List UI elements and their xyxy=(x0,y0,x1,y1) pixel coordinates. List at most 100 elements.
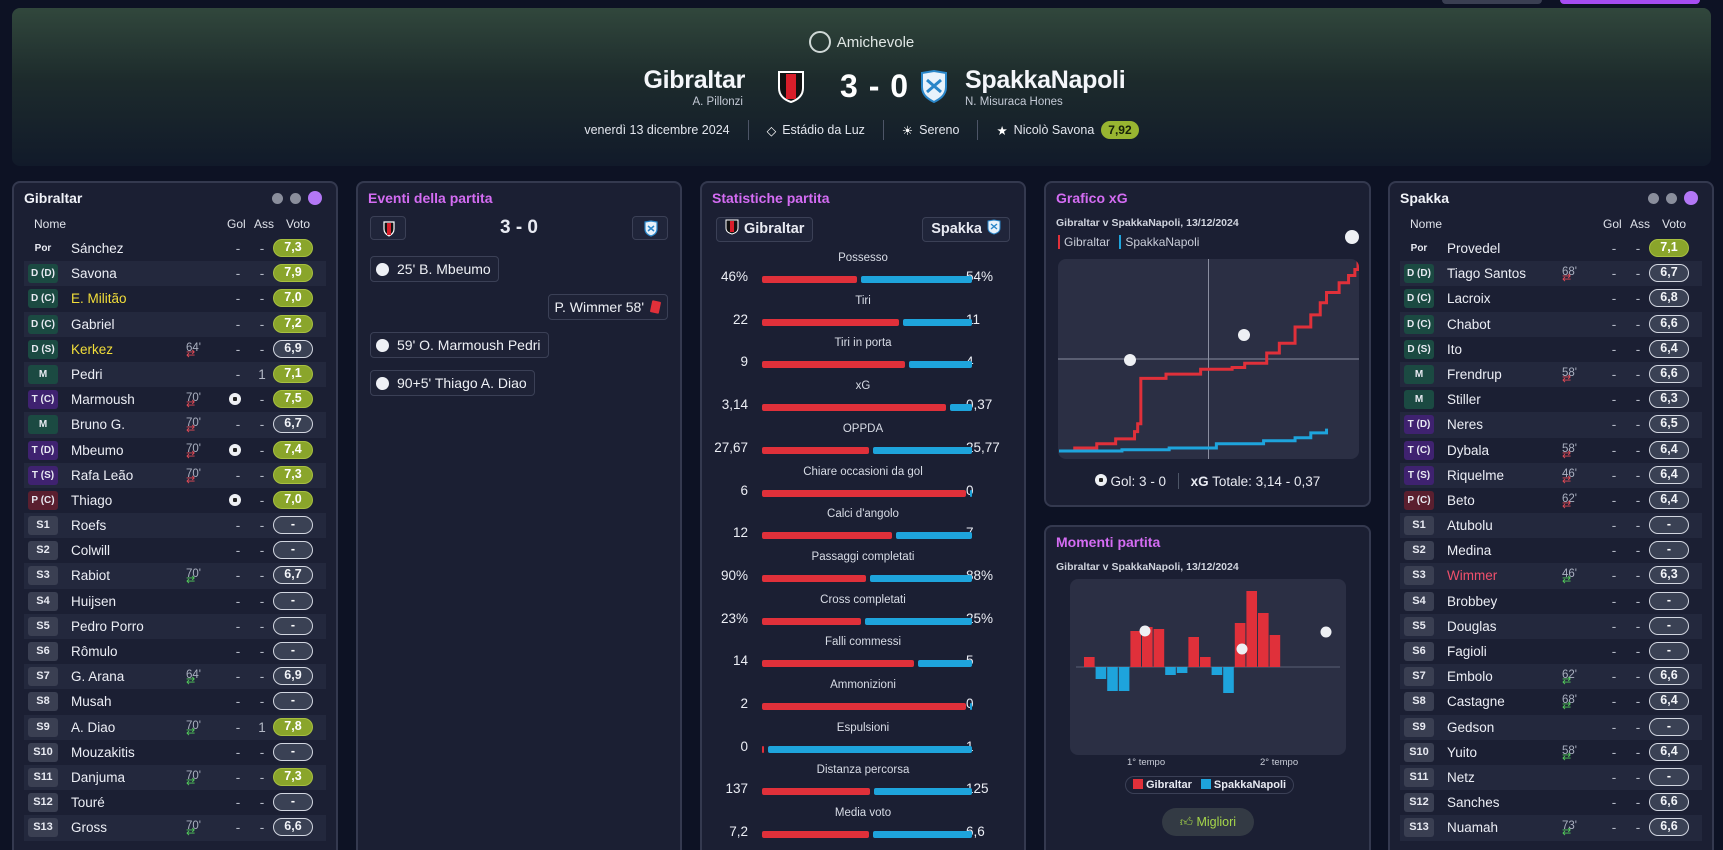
player-row[interactable]: S5 Pedro Porro - - - xyxy=(24,613,326,639)
top-button-2[interactable] xyxy=(1560,0,1700,4)
player-row[interactable]: T (D) Neres - -6,5 xyxy=(1400,412,1702,438)
player-row[interactable]: S11 Netz - - - xyxy=(1400,764,1702,791)
player-row[interactable]: S1 Atubolu - - - xyxy=(1400,513,1702,539)
player-name[interactable]: Rafa Leão xyxy=(71,467,134,483)
player-name[interactable]: Stiller xyxy=(1447,392,1481,408)
player-row[interactable]: S11 Danjuma ⇄ 70' - -7,3 xyxy=(24,764,326,791)
top-button-1[interactable] xyxy=(1442,0,1542,4)
player-row[interactable]: S8 Castagne ⇄ 68' - -6,4 xyxy=(1400,689,1702,714)
view-dot-2[interactable] xyxy=(1666,193,1677,204)
player-row[interactable]: S9 A. Diao ⇄ 70' - 1 7,8 xyxy=(24,714,326,740)
player-name[interactable]: Neres xyxy=(1447,417,1484,433)
player-name[interactable]: Colwill xyxy=(71,543,111,559)
player-name[interactable]: Douglas xyxy=(1447,618,1497,634)
player-row[interactable]: M Stiller - -6,3 xyxy=(1400,387,1702,412)
player-name[interactable]: Yuito xyxy=(1447,744,1478,760)
player-row[interactable]: S10 Yuito ⇄ 58' - -6,4 xyxy=(1400,740,1702,765)
player-name[interactable]: Embolo xyxy=(1447,669,1493,685)
player-name[interactable]: Medina xyxy=(1447,543,1492,559)
player-row[interactable]: P (C) Beto ⇄ 62' - -6,4 xyxy=(1400,488,1702,513)
player-of-match[interactable]: Nicolò Savona xyxy=(1013,123,1095,137)
view-toggle[interactable] xyxy=(272,191,322,205)
player-name[interactable]: Gross xyxy=(71,820,108,836)
player-name[interactable]: Mbeumo xyxy=(71,442,124,458)
event-goal[interactable]: 90+5' Thiago A. Diao xyxy=(370,370,535,396)
player-row[interactable]: S3 Rabiot ⇄ 70' - -6,7 xyxy=(24,563,326,589)
event-goal[interactable]: 59' O. Marmoush Pedri xyxy=(370,332,549,358)
player-name[interactable]: Marmoush xyxy=(71,392,135,408)
player-row[interactable]: S4 Brobbey - - - xyxy=(1400,589,1702,614)
player-row[interactable]: S7 G. Arana ⇄ 64' - -6,9 xyxy=(24,664,326,690)
player-name[interactable]: Roefs xyxy=(71,518,107,534)
player-name[interactable]: Chabot xyxy=(1447,316,1491,332)
player-name[interactable]: Tiago Santos xyxy=(1447,266,1527,282)
player-row[interactable]: D (C) Chabot - -6,6 xyxy=(1400,311,1702,337)
player-row[interactable]: S6 Fagioli - - - xyxy=(1400,639,1702,664)
player-name[interactable]: Riquelme xyxy=(1447,467,1505,483)
player-name[interactable]: Sánchez xyxy=(71,241,124,256)
player-row[interactable]: Por Provedel - -7,1 xyxy=(1400,236,1702,261)
player-name[interactable]: Rabiot xyxy=(71,568,111,584)
player-name[interactable]: Kerkez xyxy=(71,341,114,357)
player-name[interactable]: E. Militão xyxy=(71,291,127,307)
player-name[interactable]: Ito xyxy=(1447,341,1463,357)
player-row[interactable]: S4 Huijsen - - - xyxy=(24,589,326,614)
player-row[interactable]: S2 Colwill - - - xyxy=(24,538,326,563)
view-dot-3[interactable] xyxy=(1684,191,1698,205)
player-row[interactable]: S7 Embolo ⇄ 62' - -6,6 xyxy=(1400,664,1702,690)
settings-gear-icon[interactable] xyxy=(1345,230,1359,244)
player-row[interactable]: D (D) Savona - -7,9 xyxy=(24,261,326,287)
player-name[interactable]: Frendrup xyxy=(1447,366,1502,382)
home-team-name[interactable]: Gibraltar xyxy=(643,66,746,94)
player-row[interactable]: D (S) Ito - -6,4 xyxy=(1400,337,1702,362)
player-name[interactable]: Lacroix xyxy=(1447,291,1491,307)
player-row[interactable]: D (C) E. Militão - -7,0 xyxy=(24,286,326,311)
player-row[interactable]: D (C) Lacroix - -6,8 xyxy=(1400,286,1702,311)
player-row[interactable]: Por Sánchez - -7,3 xyxy=(24,236,326,261)
player-row[interactable]: S12 Touré - - - xyxy=(24,790,326,815)
player-name[interactable]: A. Diao xyxy=(71,719,116,735)
event-goal[interactable]: 25' B. Mbeumo xyxy=(370,256,499,282)
player-name[interactable]: Savona xyxy=(71,266,117,282)
player-name[interactable]: Rômulo xyxy=(71,644,118,659)
player-row[interactable]: S3 Wimmer ⇄ 46' - -6,3 xyxy=(1400,563,1702,589)
player-row[interactable]: S12 Sanches - -6,6 xyxy=(1400,790,1702,815)
player-row[interactable]: S2 Medina - - - xyxy=(1400,538,1702,563)
player-row[interactable]: D (C) Gabriel - -7,2 xyxy=(24,311,326,337)
player-name[interactable]: Netz xyxy=(1447,769,1475,785)
player-row[interactable]: T (S) Riquelme ⇄ 46' - -6,4 xyxy=(1400,462,1702,488)
event-red-card[interactable]: P. Wimmer 58' xyxy=(548,294,668,320)
player-name[interactable]: Atubolu xyxy=(1447,518,1493,534)
view-dot-1[interactable] xyxy=(272,193,283,204)
player-name[interactable]: Dybala xyxy=(1447,442,1490,458)
player-name[interactable]: Nuamah xyxy=(1447,820,1499,836)
player-name[interactable]: Thiago xyxy=(71,492,113,508)
player-name[interactable]: Touré xyxy=(71,795,105,811)
player-name[interactable]: Huijsen xyxy=(71,593,117,609)
player-row[interactable]: D (D) Tiago Santos ⇄ 68' - -6,7 xyxy=(1400,261,1702,287)
player-name[interactable]: Provedel xyxy=(1447,241,1501,256)
player-name[interactable]: Brobbey xyxy=(1447,593,1498,609)
player-row[interactable]: T (C)Marmoush⇄ 70'1-7,5 xyxy=(24,387,326,425)
view-dot-1[interactable] xyxy=(1648,193,1659,204)
player-row[interactable]: M Bruno G. ⇄ 70' - -6,7 xyxy=(24,412,326,438)
player-name[interactable]: Mouzakitis xyxy=(71,744,135,760)
player-row[interactable]: T (C) Dybala ⇄ 58' - -6,4 xyxy=(1400,438,1702,463)
player-name[interactable]: Wimmer xyxy=(1447,568,1498,584)
player-name[interactable]: Bruno G. xyxy=(71,417,126,433)
player-row[interactable]: S13 Nuamah ⇄ 73' - -6,6 xyxy=(1400,815,1702,841)
player-name[interactable]: Pedri xyxy=(71,366,103,382)
player-name[interactable]: Danjuma xyxy=(71,769,126,785)
player-name[interactable]: Gedson xyxy=(1447,719,1495,735)
player-row[interactable]: T (D)Mbeumo⇄ 70'1-7,4 xyxy=(24,438,326,475)
away-team-name[interactable]: SpakkaNapoli xyxy=(965,66,1126,94)
player-name[interactable]: Fagioli xyxy=(1447,644,1487,659)
player-row[interactable]: S13 Gross ⇄ 70' - -6,6 xyxy=(24,815,326,841)
player-name[interactable]: Castagne xyxy=(1447,694,1505,710)
player-name[interactable]: Musah xyxy=(71,694,112,710)
view-dot-3[interactable] xyxy=(308,191,322,205)
player-row[interactable]: S5 Douglas - - - xyxy=(1400,613,1702,639)
view-dot-2[interactable] xyxy=(290,193,301,204)
player-row[interactable]: S1 Roefs - - - xyxy=(24,513,326,539)
player-name[interactable]: Beto xyxy=(1447,492,1475,508)
